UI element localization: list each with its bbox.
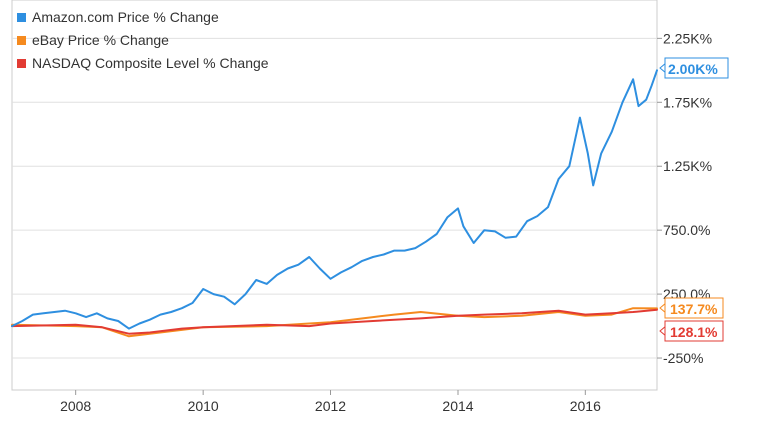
y-axis: 2.25K%1.75K%1.25K%750.0%250.0%-250%: [657, 30, 712, 366]
legend-swatch-nasdaq: [17, 59, 26, 68]
x-tick-label: 2010: [188, 398, 219, 414]
end-badge-amazon-text: 2.00K%: [668, 61, 718, 77]
legend-item-nasdaq[interactable]: NASDAQ Composite Level % Change: [17, 55, 269, 71]
x-tick-label: 2008: [60, 398, 91, 414]
legend-swatch-amazon: [17, 13, 26, 22]
legend-swatch-ebay: [17, 36, 26, 45]
legend-label-ebay: eBay Price % Change: [32, 32, 169, 48]
end-value-badges: 2.00K% 137.7% 128.1%: [659, 57, 729, 342]
plot-area: [11, 0, 658, 391]
end-badge-nasdaq-text: 128.1%: [670, 324, 718, 340]
x-axis: 2008 2010 2012 2014 2016: [60, 390, 601, 414]
end-badge-nasdaq: 128.1%: [659, 320, 724, 342]
end-badge-ebay: 137.7%: [659, 297, 724, 319]
legend-item-ebay[interactable]: eBay Price % Change: [17, 32, 169, 48]
ebay-line: [11, 307, 658, 338]
nasdaq-line: [11, 308, 658, 335]
series-lines: [11, 69, 658, 338]
x-tick-label: 2012: [315, 398, 346, 414]
end-badge-ebay-text: 137.7%: [670, 301, 718, 317]
end-badge-nasdaq-box: [664, 320, 724, 342]
y-tick-label: 1.25K%: [663, 158, 712, 174]
end-badge-amazon-box: [664, 57, 729, 79]
legend-label-amazon: Amazon.com Price % Change: [32, 9, 219, 25]
end-badge-ebay-box: [664, 297, 724, 319]
y-tick-label: 2.25K%: [663, 30, 712, 46]
legend-label-nasdaq: NASDAQ Composite Level % Change: [32, 55, 269, 71]
legend: Amazon.com Price % Change eBay Price % C…: [17, 9, 269, 71]
y-tick-label: 1.75K%: [663, 94, 712, 110]
y-tick-label: 750.0%: [663, 222, 710, 238]
amazon-line: [11, 69, 658, 330]
gridlines: [12, 37, 657, 359]
x-tick-label: 2014: [442, 398, 473, 414]
legend-item-amazon[interactable]: Amazon.com Price % Change: [17, 9, 219, 25]
x-tick-label: 2016: [570, 398, 601, 414]
end-badge-amazon: 2.00K%: [659, 57, 729, 79]
y-tick-label: -250%: [663, 350, 703, 366]
